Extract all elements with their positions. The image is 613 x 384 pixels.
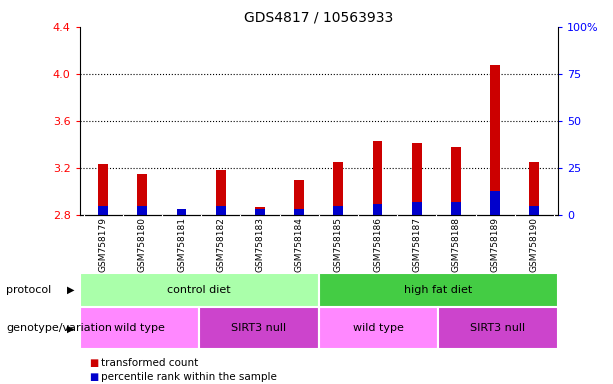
Text: GSM758179: GSM758179: [99, 217, 108, 272]
Text: ■: ■: [89, 358, 98, 368]
Bar: [80, 307, 199, 349]
Text: wild type: wild type: [353, 323, 404, 333]
Text: GSM758188: GSM758188: [451, 217, 460, 272]
Bar: [490, 190, 500, 215]
Bar: [373, 141, 383, 215]
Text: transformed count: transformed count: [101, 358, 199, 368]
Bar: [255, 207, 265, 215]
Text: SIRT3 null: SIRT3 null: [232, 323, 286, 333]
Text: GSM758182: GSM758182: [216, 217, 226, 271]
Bar: [98, 164, 108, 215]
Text: high fat diet: high fat diet: [404, 285, 473, 295]
Bar: [373, 204, 383, 215]
Text: wild type: wild type: [114, 323, 165, 333]
Bar: [490, 65, 500, 215]
Bar: [80, 273, 319, 307]
Bar: [216, 206, 226, 215]
Text: GSM758180: GSM758180: [138, 217, 147, 272]
Text: control diet: control diet: [167, 285, 231, 295]
Bar: [451, 202, 461, 215]
Text: genotype/variation: genotype/variation: [6, 323, 112, 333]
Bar: [319, 307, 438, 349]
Text: GSM758181: GSM758181: [177, 217, 186, 272]
Text: GSM758183: GSM758183: [256, 217, 264, 272]
Text: GSM758184: GSM758184: [295, 217, 303, 271]
Text: GSM758185: GSM758185: [334, 217, 343, 272]
Bar: [412, 143, 422, 215]
Bar: [177, 209, 186, 215]
Text: protocol: protocol: [6, 285, 51, 295]
Text: GSM758187: GSM758187: [412, 217, 421, 272]
Bar: [294, 209, 304, 215]
Bar: [137, 206, 147, 215]
Text: percentile rank within the sample: percentile rank within the sample: [101, 372, 277, 382]
Bar: [451, 147, 461, 215]
Bar: [438, 307, 558, 349]
Bar: [255, 209, 265, 215]
Bar: [294, 180, 304, 215]
Bar: [333, 206, 343, 215]
Bar: [177, 212, 186, 215]
Bar: [319, 273, 558, 307]
Text: GSM758189: GSM758189: [490, 217, 500, 272]
Title: GDS4817 / 10563933: GDS4817 / 10563933: [244, 10, 394, 24]
Text: ■: ■: [89, 372, 98, 382]
Bar: [530, 206, 539, 215]
Bar: [137, 174, 147, 215]
Bar: [412, 202, 422, 215]
Bar: [333, 162, 343, 215]
Bar: [199, 307, 319, 349]
Text: GSM758190: GSM758190: [530, 217, 539, 272]
Bar: [98, 206, 108, 215]
Bar: [216, 170, 226, 215]
Text: ▶: ▶: [67, 323, 74, 333]
Bar: [530, 162, 539, 215]
Text: ▶: ▶: [67, 285, 74, 295]
Text: GSM758186: GSM758186: [373, 217, 382, 272]
Text: SIRT3 null: SIRT3 null: [471, 323, 525, 333]
